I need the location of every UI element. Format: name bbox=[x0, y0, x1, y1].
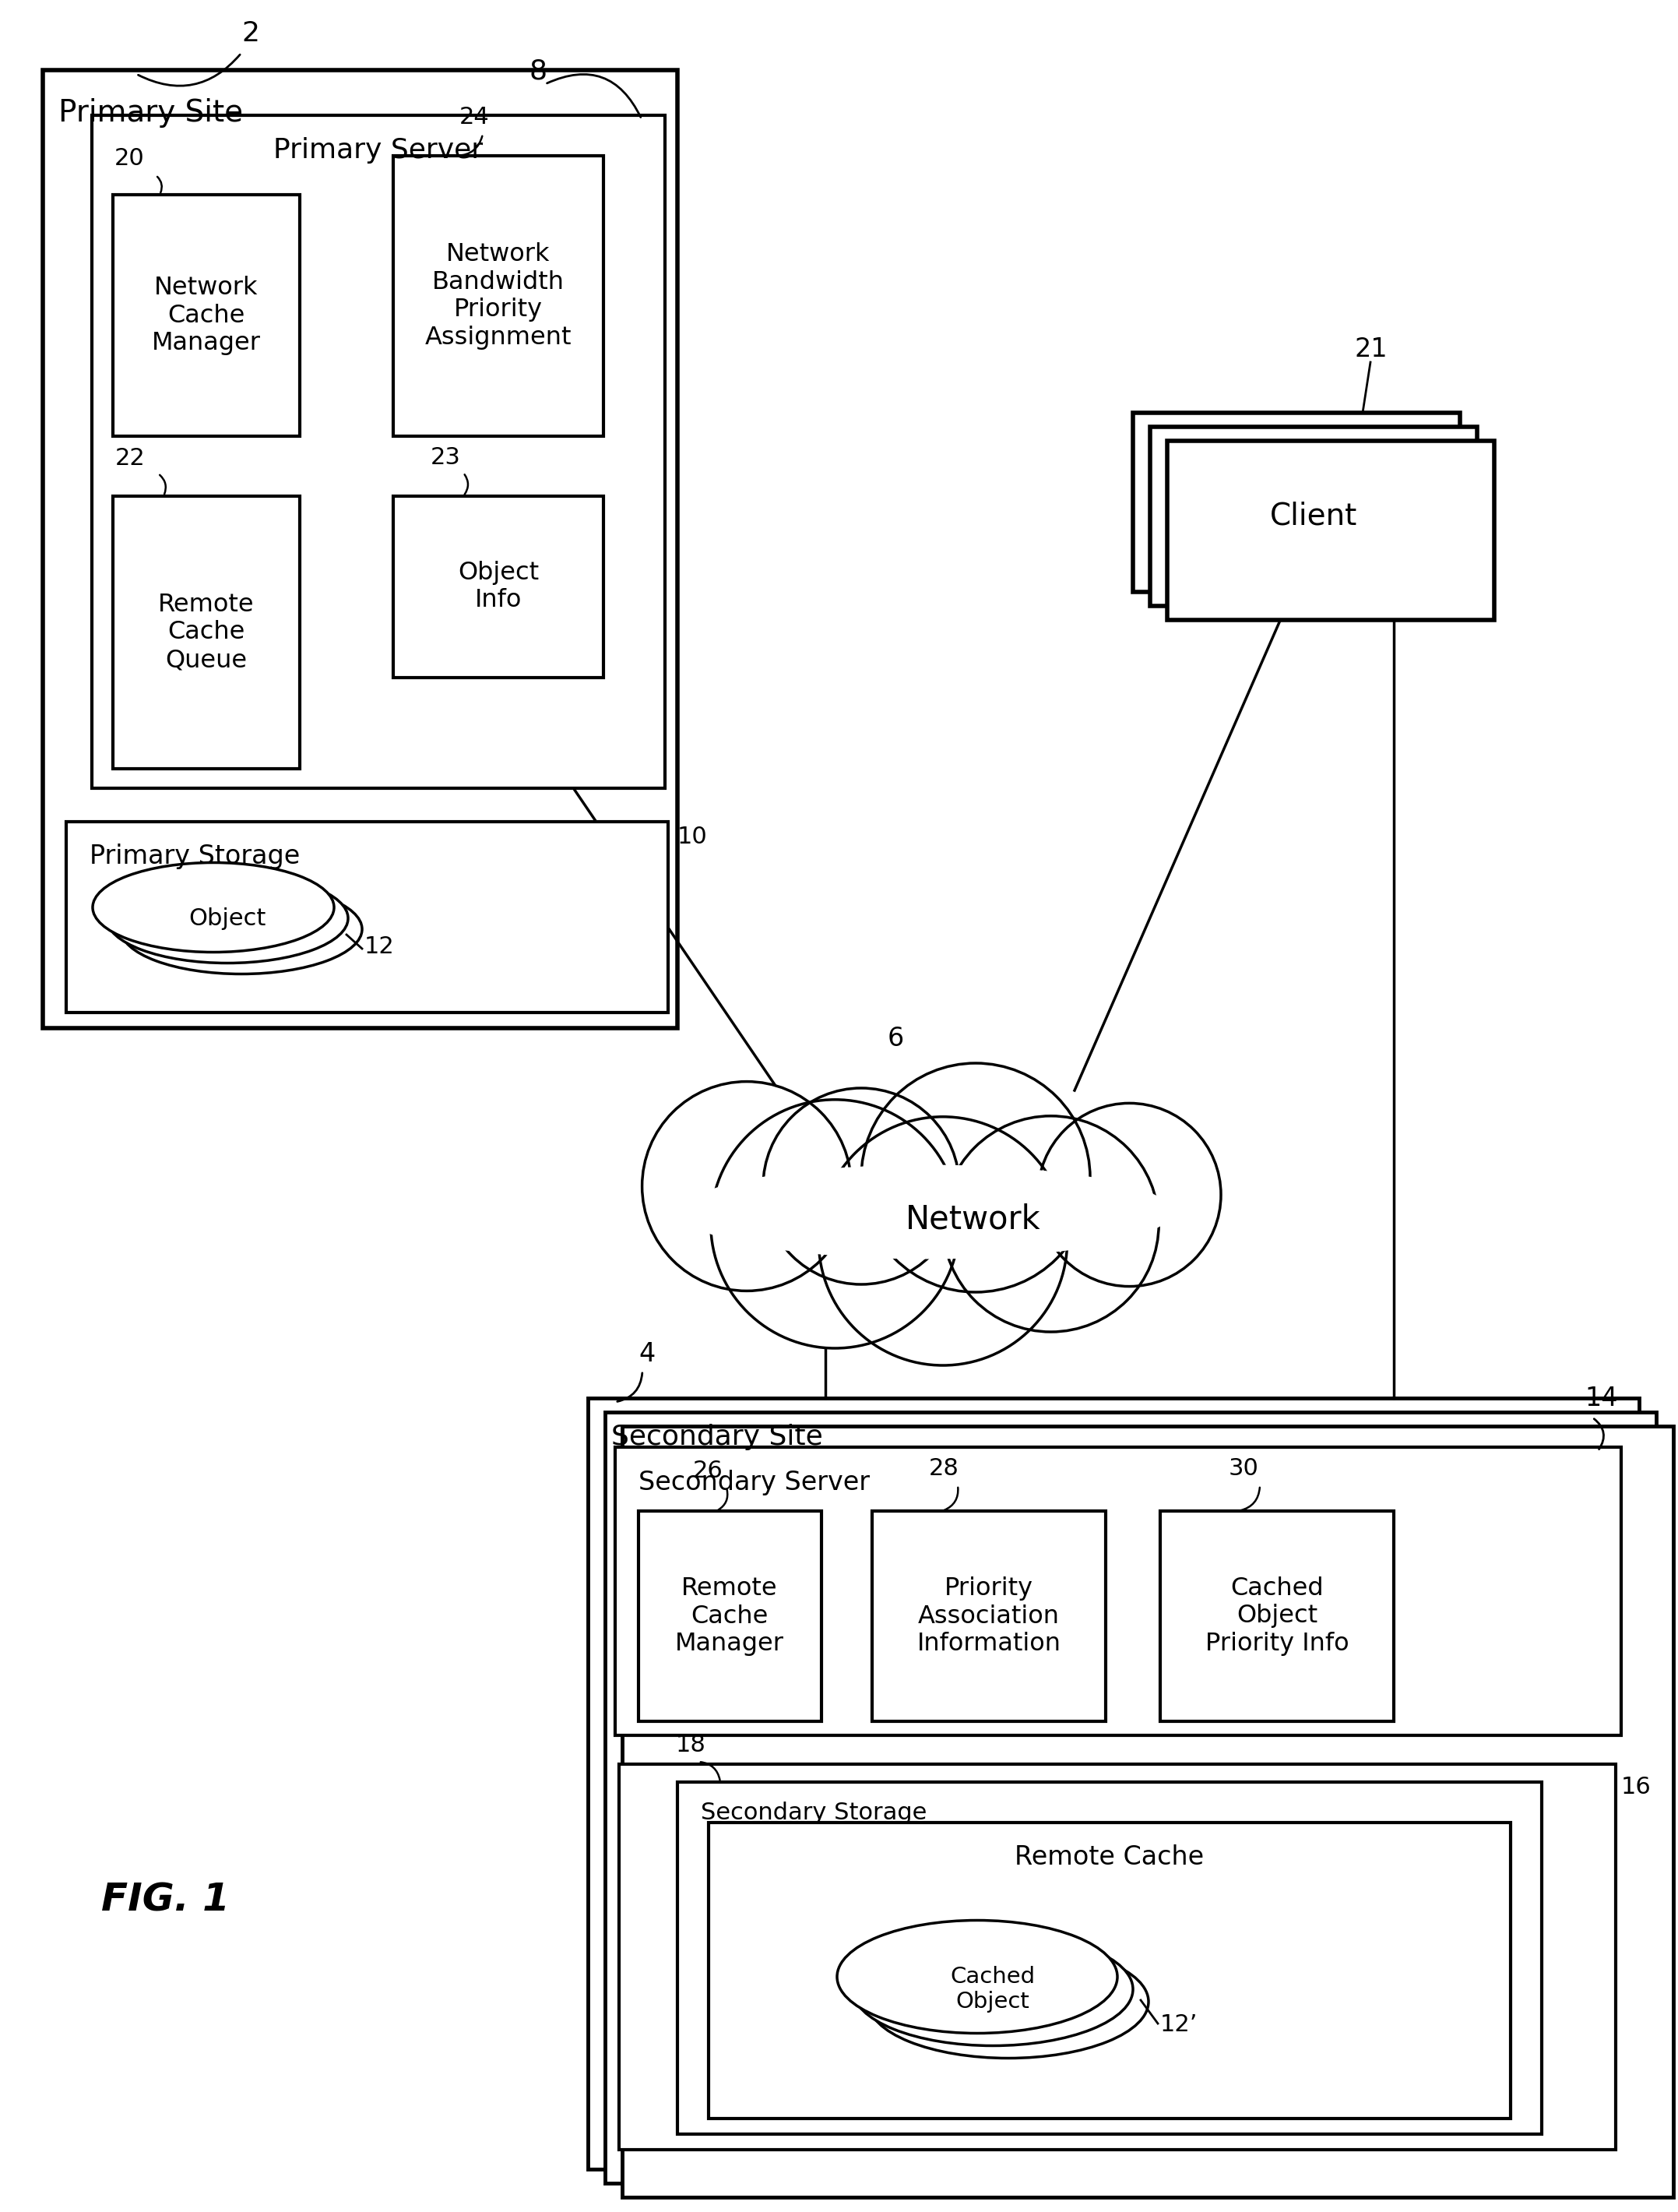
Text: 12: 12 bbox=[364, 936, 394, 958]
Bar bbox=[587, 1398, 1639, 2170]
Text: 24: 24 bbox=[460, 106, 490, 128]
Ellipse shape bbox=[107, 874, 347, 962]
Bar bbox=[393, 495, 604, 677]
Circle shape bbox=[861, 1064, 1091, 1292]
Ellipse shape bbox=[868, 1944, 1148, 2057]
Text: 18: 18 bbox=[676, 1734, 706, 1756]
Circle shape bbox=[1037, 1104, 1222, 1287]
Bar bbox=[1159, 1511, 1394, 1721]
Bar bbox=[639, 1511, 822, 1721]
Text: Priority
Association
Information: Priority Association Information bbox=[916, 1577, 1060, 1657]
Text: Client: Client bbox=[1270, 502, 1358, 531]
Text: Object
Info: Object Info bbox=[458, 560, 539, 613]
Text: 10: 10 bbox=[678, 825, 708, 847]
Text: Remote Cache: Remote Cache bbox=[1015, 1845, 1205, 1871]
Text: 8: 8 bbox=[530, 58, 547, 84]
Bar bbox=[1149, 427, 1477, 606]
Text: 26: 26 bbox=[693, 1460, 723, 1482]
Text: 4: 4 bbox=[639, 1340, 654, 1367]
Bar bbox=[619, 1765, 1616, 2150]
Ellipse shape bbox=[681, 1166, 1171, 1259]
Text: Secondary Storage: Secondary Storage bbox=[701, 1803, 926, 1825]
Text: Primary Site: Primary Site bbox=[59, 97, 243, 128]
Text: 12’: 12’ bbox=[1159, 2013, 1198, 2037]
Text: 22: 22 bbox=[116, 447, 146, 469]
Text: Cached
Object
Priority Info: Cached Object Priority Info bbox=[1205, 1577, 1349, 1657]
Bar bbox=[606, 1411, 1656, 2183]
Circle shape bbox=[711, 1099, 960, 1349]
Ellipse shape bbox=[837, 1920, 1118, 2033]
Text: 30: 30 bbox=[1228, 1458, 1258, 1480]
Bar bbox=[65, 821, 668, 1013]
Text: 28: 28 bbox=[930, 1458, 960, 1480]
Text: Remote
Cache
Queue: Remote Cache Queue bbox=[158, 593, 255, 672]
Text: Network: Network bbox=[906, 1203, 1040, 1234]
Circle shape bbox=[643, 1082, 851, 1292]
Text: Secondary Server: Secondary Server bbox=[639, 1469, 869, 1495]
Circle shape bbox=[819, 1117, 1067, 1365]
Text: 20: 20 bbox=[114, 148, 144, 170]
Text: 14: 14 bbox=[1584, 1385, 1618, 1411]
Bar bbox=[393, 155, 604, 436]
Text: 23: 23 bbox=[431, 447, 461, 469]
Bar bbox=[616, 1447, 1621, 1736]
Ellipse shape bbox=[121, 885, 362, 973]
Bar bbox=[112, 195, 300, 436]
Bar bbox=[708, 1823, 1510, 2119]
Ellipse shape bbox=[92, 863, 334, 951]
Bar bbox=[44, 71, 678, 1029]
Text: Primary Server: Primary Server bbox=[274, 137, 483, 164]
Text: 2: 2 bbox=[242, 20, 260, 46]
Ellipse shape bbox=[852, 1933, 1133, 2046]
Bar bbox=[1133, 414, 1460, 593]
Text: 21: 21 bbox=[1354, 336, 1388, 363]
Text: Cached
Object: Cached Object bbox=[950, 1966, 1035, 2013]
Bar bbox=[678, 1783, 1542, 2135]
Text: Remote
Cache
Manager: Remote Cache Manager bbox=[675, 1577, 784, 1657]
Bar bbox=[623, 1427, 1673, 2197]
Text: 16: 16 bbox=[1621, 1776, 1651, 1798]
Bar bbox=[873, 1511, 1106, 1721]
Circle shape bbox=[763, 1088, 960, 1285]
Bar bbox=[92, 115, 664, 787]
Text: Network
Cache
Manager: Network Cache Manager bbox=[151, 276, 260, 356]
Text: Secondary Site: Secondary Site bbox=[611, 1425, 822, 1451]
Text: Object: Object bbox=[188, 907, 267, 929]
Text: Network
Bandwidth
Priority
Assignment: Network Bandwidth Priority Assignment bbox=[425, 241, 572, 349]
Text: 6: 6 bbox=[888, 1026, 904, 1051]
Circle shape bbox=[943, 1117, 1159, 1332]
Bar bbox=[1168, 440, 1493, 619]
Text: FIG. 1: FIG. 1 bbox=[101, 1882, 230, 1920]
Text: Primary Storage: Primary Storage bbox=[89, 845, 300, 869]
Bar bbox=[112, 495, 300, 770]
